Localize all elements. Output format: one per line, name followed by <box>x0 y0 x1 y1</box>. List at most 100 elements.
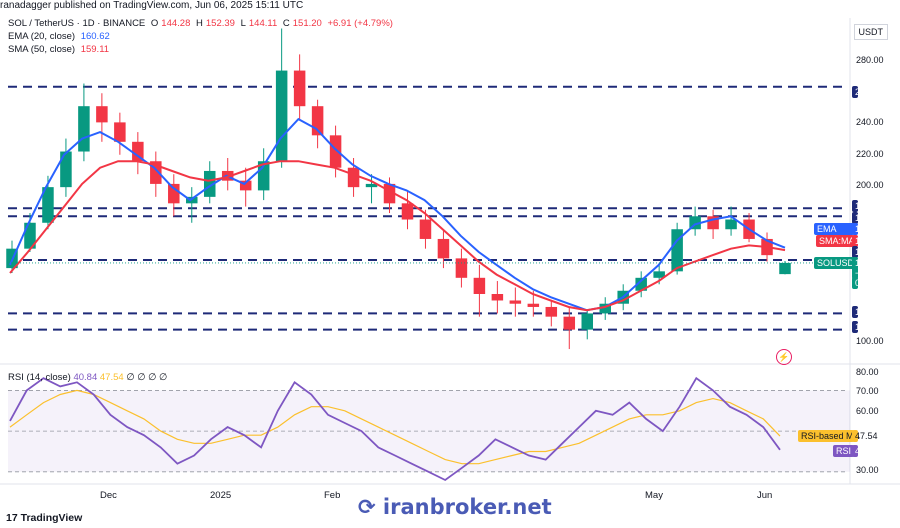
rsi-legend-value: 40.84 <box>73 372 98 383</box>
lightning-icon[interactable]: ⚡ <box>776 349 792 365</box>
high-value: 152.39 <box>205 18 235 29</box>
ema-legend-label: EMA (20, close) <box>8 31 76 42</box>
candle-body <box>671 229 683 272</box>
candle-body <box>150 161 162 184</box>
ema-legend-value: 160.62 <box>80 31 110 42</box>
candle-body <box>527 303 540 307</box>
rsi-axis-label: 70.00 <box>856 386 879 396</box>
iranbroker-text: iranbroker.net <box>382 495 552 519</box>
candle-body <box>419 219 432 239</box>
ema-legend[interactable]: EMA (20, close) 160.62 <box>8 31 113 42</box>
candle-body <box>581 313 594 330</box>
candle-body <box>114 122 126 142</box>
x-axis-label: May <box>645 490 663 501</box>
iranbroker-logo-icon: ⟳ <box>358 495 376 519</box>
tradingview-logo[interactable]: 17 TradingView <box>6 512 82 524</box>
candle-body <box>491 294 504 301</box>
candle-body <box>293 70 306 107</box>
candle-body <box>689 216 701 230</box>
symbol-tag: SOLUSDT <box>814 257 860 269</box>
level-tag-120[interactable]: 120.00 <box>852 306 883 318</box>
level-tag-153[interactable]: 153.00 <box>852 246 883 258</box>
rsi-tag-value: 40.84 <box>852 445 878 457</box>
level-tag-180[interactable]: 180.00 <box>852 212 883 224</box>
candle-body <box>168 183 180 204</box>
close-key: C <box>282 18 290 29</box>
rsi-ma-legend-value: 47.54 <box>99 372 124 383</box>
candle-body <box>24 222 36 249</box>
candle-body <box>329 135 342 168</box>
price-axis-label: 200.00 <box>856 180 884 190</box>
candle-body <box>509 300 522 304</box>
high-key: H <box>196 18 203 29</box>
rsi-legend-extra: ∅ ∅ ∅ ∅ <box>126 372 168 383</box>
rsi-ma-line <box>9 389 781 465</box>
price-axis-label: 220.00 <box>856 149 884 159</box>
sma-legend-label: SMA (50, close) <box>8 44 76 55</box>
candle-body <box>275 70 288 162</box>
candle-body <box>311 106 324 136</box>
ema-line <box>9 117 786 312</box>
candle-body <box>78 106 90 152</box>
rsi-axis-label: 30.00 <box>856 465 879 475</box>
candle-body <box>239 180 252 191</box>
candle-body <box>365 183 378 188</box>
price-axis-label: 100.00 <box>856 336 884 346</box>
currency-label[interactable]: USDT <box>853 24 888 40</box>
low-key: L <box>240 18 246 29</box>
candle-body <box>42 187 54 223</box>
sma-legend-value: 159.11 <box>80 44 110 55</box>
ema-tag-label: EMA <box>814 223 854 235</box>
sma-tag-value: 159.11 <box>852 235 882 247</box>
candle-body <box>707 216 719 230</box>
open-key: O <box>150 18 159 29</box>
current-price-tag: 151.20 <box>852 257 883 269</box>
rsi-ma-tag-value: 47.54 <box>852 430 878 442</box>
rsi-legend-label: RSI (14, close) <box>8 372 71 383</box>
candle-body <box>455 258 468 278</box>
candle-body <box>60 151 72 188</box>
candle-body <box>473 277 486 294</box>
low-value: 144.11 <box>248 18 278 29</box>
candle-body <box>725 219 737 230</box>
x-axis-label: Jun <box>757 490 773 501</box>
candle-body <box>203 170 216 197</box>
sma-tag-label: SMA:MA <box>816 235 855 247</box>
tradingview-mark-icon: 17 <box>6 512 18 524</box>
level-tag-260[interactable]: 260.00 <box>852 86 883 98</box>
close-value: 151.20 <box>292 18 322 29</box>
ema-tag-value: 160.62 <box>852 223 883 235</box>
candle-body <box>599 303 611 314</box>
level-tag-110[interactable]: 110.00 <box>852 321 882 333</box>
rsi-tag-label: RSI <box>833 445 854 457</box>
iranbroker-watermark: ⟳ iranbroker.net <box>358 495 552 519</box>
level-tag-185[interactable]: 185.00 <box>852 200 883 212</box>
change-value: +6.91 (+4.79%) <box>327 18 393 29</box>
candle-body <box>347 167 360 188</box>
candle-body <box>653 271 665 278</box>
rsi-legend[interactable]: RSI (14, close) 40.84 47.54 ∅ ∅ ∅ ∅ <box>8 372 167 383</box>
publish-byline: ranadagger published on TradingView.com,… <box>0 0 304 11</box>
symbol-name[interactable]: SOL / TetherUS · 1D · BINANCE <box>8 18 146 29</box>
candle-body <box>383 183 396 204</box>
candle-body <box>563 316 576 330</box>
candle-body <box>635 277 647 291</box>
price-axis-label: 240.00 <box>856 117 884 127</box>
rsi-ma-tag-label: RSI-based MA <box>798 430 860 442</box>
candle-body <box>437 238 450 259</box>
rsi-line <box>9 376 781 482</box>
candle-body <box>257 161 270 191</box>
candle-body <box>545 306 558 317</box>
x-axis-label: Feb <box>324 490 341 501</box>
candle-body <box>401 203 414 220</box>
sma-line <box>9 160 786 312</box>
candle-body <box>132 141 144 162</box>
sma-legend[interactable]: SMA (50, close) 159.11 <box>8 44 112 55</box>
tradingview-logo-text: TradingView <box>20 512 83 524</box>
rsi-axis-label: 60.00 <box>856 406 879 416</box>
open-value: 144.28 <box>161 18 191 29</box>
rsi-axis-label: 80.00 <box>856 367 879 377</box>
candle-body <box>96 106 108 123</box>
